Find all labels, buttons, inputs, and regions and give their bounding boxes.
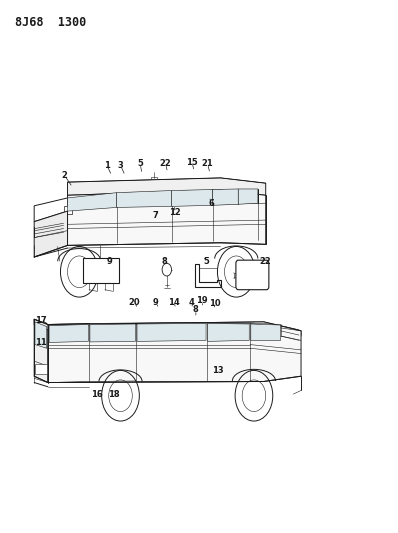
Polygon shape	[34, 319, 301, 336]
Polygon shape	[34, 319, 48, 383]
Text: 22: 22	[259, 257, 271, 266]
Text: 1: 1	[104, 161, 110, 169]
Text: 21: 21	[202, 159, 213, 168]
Text: 20: 20	[129, 298, 140, 307]
Polygon shape	[35, 322, 47, 348]
Text: 12: 12	[169, 208, 181, 217]
Polygon shape	[208, 324, 249, 342]
Polygon shape	[172, 190, 213, 206]
Polygon shape	[213, 189, 238, 205]
Text: 8J68  1300: 8J68 1300	[15, 16, 86, 29]
Text: 3: 3	[118, 161, 123, 169]
FancyBboxPatch shape	[35, 364, 47, 374]
Text: 16: 16	[91, 390, 103, 399]
Text: 8: 8	[162, 257, 167, 266]
Text: 5: 5	[203, 257, 209, 266]
Text: 8: 8	[193, 305, 199, 314]
Polygon shape	[90, 324, 135, 342]
Polygon shape	[49, 325, 88, 342]
Polygon shape	[238, 189, 258, 204]
Text: 9: 9	[153, 298, 159, 307]
Polygon shape	[251, 324, 281, 341]
Text: 11: 11	[35, 338, 47, 348]
Text: 4: 4	[188, 298, 194, 307]
Polygon shape	[137, 324, 206, 342]
FancyBboxPatch shape	[151, 177, 157, 180]
Text: 14: 14	[168, 298, 179, 307]
Circle shape	[162, 263, 172, 276]
Text: 2: 2	[62, 171, 68, 180]
Polygon shape	[117, 191, 172, 207]
Text: 6: 6	[209, 199, 215, 208]
Text: 15: 15	[186, 158, 198, 167]
Text: 5: 5	[137, 159, 143, 168]
FancyBboxPatch shape	[236, 260, 269, 290]
FancyBboxPatch shape	[64, 206, 72, 214]
Polygon shape	[68, 192, 117, 211]
Text: 22: 22	[160, 159, 172, 168]
Text: 17: 17	[35, 316, 47, 325]
Text: 10: 10	[209, 299, 220, 308]
Polygon shape	[68, 190, 266, 245]
Polygon shape	[48, 322, 301, 383]
Polygon shape	[68, 178, 266, 195]
Text: 7: 7	[153, 212, 159, 220]
Polygon shape	[34, 211, 68, 257]
Text: 19: 19	[196, 296, 208, 305]
Text: 9: 9	[107, 257, 112, 266]
FancyBboxPatch shape	[83, 258, 119, 284]
Text: 13: 13	[212, 366, 224, 375]
Text: 18: 18	[107, 390, 119, 399]
